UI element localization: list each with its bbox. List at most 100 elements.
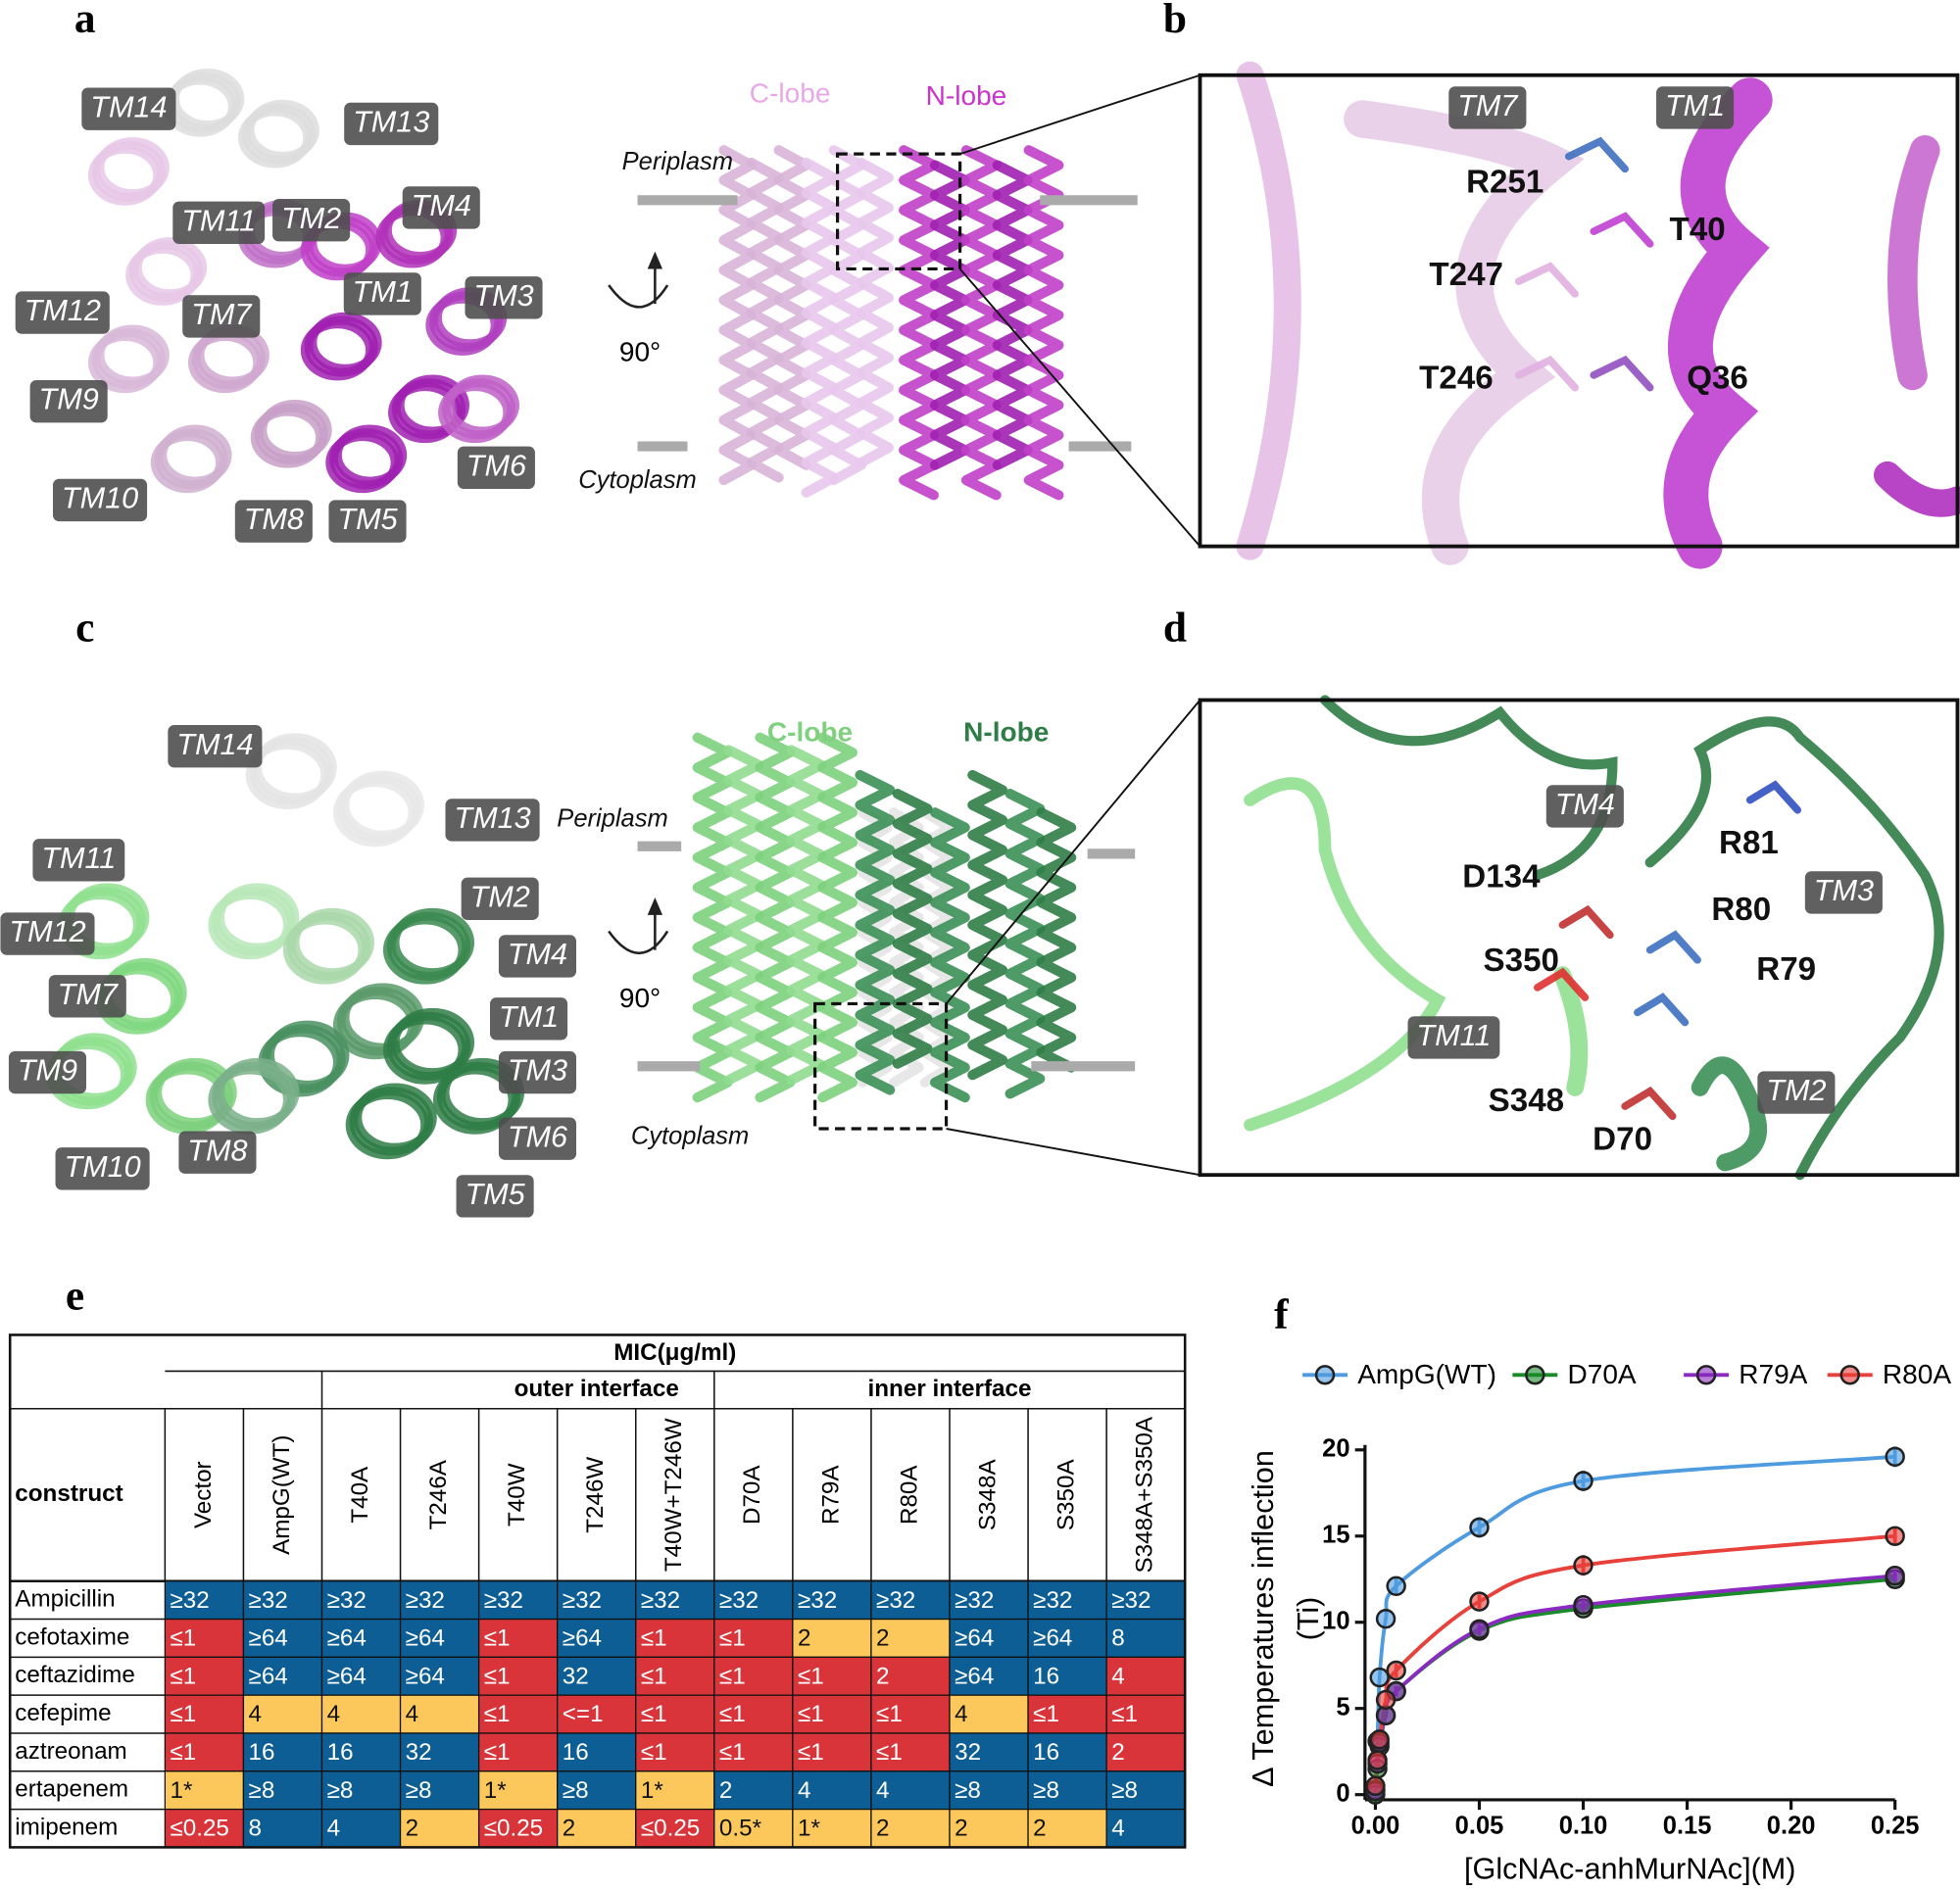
cell-value: ≤1 xyxy=(641,1701,667,1727)
cell-value: ≤1 xyxy=(798,1701,824,1727)
cell-value: 4 xyxy=(955,1701,967,1727)
data-point xyxy=(1367,1750,1388,1770)
tm-box xyxy=(182,295,261,338)
helix xyxy=(960,145,1002,501)
cell-value: ≤1 xyxy=(641,1739,667,1766)
table-cell xyxy=(635,1808,715,1849)
helix xyxy=(967,769,1008,1081)
zoom-line xyxy=(946,1128,1200,1177)
table-cell xyxy=(792,1770,872,1811)
tm-label: TM4 xyxy=(508,938,567,971)
ribbon xyxy=(1236,61,1301,560)
cell-value: ≥8 xyxy=(1033,1777,1059,1804)
row-name: ceftazidime xyxy=(15,1662,135,1688)
zoom-line xyxy=(958,267,1201,548)
cell-value: 4 xyxy=(798,1777,810,1804)
helix-end xyxy=(132,237,208,299)
cell-value: ≥32 xyxy=(170,1587,209,1614)
legend-label: R79A xyxy=(1739,1359,1807,1389)
table-frame xyxy=(8,1333,1187,1849)
cell-value: 4 xyxy=(1111,1816,1124,1842)
helix xyxy=(992,160,1033,470)
cell-value: 2 xyxy=(563,1816,575,1842)
column-header: T246W xyxy=(582,1457,609,1533)
column-header: T40A xyxy=(347,1466,373,1524)
tm-box xyxy=(457,446,535,489)
cell-value: 16 xyxy=(327,1739,354,1766)
helix-end xyxy=(258,399,332,460)
cell-value: ≤1 xyxy=(170,1701,196,1727)
panel-letter: f xyxy=(1274,1291,1289,1338)
data-point xyxy=(1375,1609,1396,1629)
table-cell xyxy=(635,1618,715,1658)
tm-label: TM7 xyxy=(1457,89,1518,122)
residue-label: D134 xyxy=(1462,859,1541,896)
helix xyxy=(929,160,970,470)
cell-value: ≥64 xyxy=(249,1625,288,1652)
tm-box xyxy=(402,186,480,229)
tm-label: TM8 xyxy=(187,1134,247,1167)
tm-box xyxy=(81,87,176,130)
residue-label: R79 xyxy=(1756,951,1816,988)
legend-label: AmpG(WT) xyxy=(1357,1359,1496,1389)
tm-label: TM10 xyxy=(64,1150,140,1184)
tm-label: TM13 xyxy=(353,106,429,139)
x-tick-label: 0.25 xyxy=(1871,1813,1920,1840)
helix xyxy=(773,145,811,470)
cell-value: 2 xyxy=(719,1777,732,1804)
cell-value: ≥64 xyxy=(327,1663,367,1689)
helix-end xyxy=(340,770,425,840)
rotation-label: 90° xyxy=(619,983,661,1013)
cell-value: 2 xyxy=(876,1625,889,1652)
cell-value: <=1 xyxy=(563,1701,604,1727)
ribbon xyxy=(1590,355,1654,392)
tm-box xyxy=(234,500,313,543)
legend-label: D70A xyxy=(1567,1359,1636,1389)
tm-box xyxy=(1804,871,1883,914)
row-name: cefepime xyxy=(15,1700,111,1726)
legend-marker xyxy=(1695,1365,1717,1385)
y-tick-label: 20 xyxy=(1322,1435,1349,1463)
helix xyxy=(786,745,827,1086)
tm-label: TM2 xyxy=(1766,1074,1826,1107)
helix-end xyxy=(390,1007,475,1078)
cell-value: 1* xyxy=(170,1777,192,1804)
y-tick-label: 15 xyxy=(1322,1522,1349,1549)
table-cell xyxy=(713,1808,794,1849)
data-point xyxy=(1885,1566,1905,1586)
table-cell xyxy=(949,1732,1029,1772)
tm-box xyxy=(55,1147,150,1190)
tm-box xyxy=(15,291,110,334)
cell-value: ≥32 xyxy=(563,1587,602,1614)
data-point xyxy=(1386,1660,1406,1681)
cell-value: 1* xyxy=(484,1777,507,1804)
helix-end xyxy=(290,907,375,978)
helix-end xyxy=(445,374,519,436)
ribbon xyxy=(1645,930,1701,964)
data-point xyxy=(1369,1667,1390,1688)
tm-label: TM3 xyxy=(1814,874,1874,907)
table-cell xyxy=(557,1618,637,1658)
rotation-label: 90° xyxy=(619,337,661,367)
column-header: S348A xyxy=(974,1459,1001,1531)
data-point xyxy=(1573,1594,1593,1616)
y-tick-label: 0 xyxy=(1336,1779,1349,1807)
panel-letter: d xyxy=(1163,604,1187,651)
legend-marker xyxy=(1525,1365,1545,1385)
cell-value: 16 xyxy=(1033,1739,1059,1766)
cell-value: ≤1 xyxy=(170,1663,196,1689)
helix-end xyxy=(390,907,475,978)
zoom-panel xyxy=(1198,698,1960,1178)
residue-label: D70 xyxy=(1592,1122,1652,1158)
cell-value: ≥32 xyxy=(484,1587,523,1614)
ribbon xyxy=(1873,460,1960,517)
column-header: T246A xyxy=(425,1459,452,1529)
column-header: R79A xyxy=(817,1465,844,1525)
cell-value: 4 xyxy=(876,1777,889,1804)
table-cell xyxy=(1027,1580,1107,1621)
table-cell xyxy=(557,1580,637,1621)
column-header: T40W xyxy=(504,1463,530,1527)
column-header: Vector xyxy=(190,1461,217,1528)
cell-value: ≥32 xyxy=(249,1587,288,1614)
table-cell xyxy=(557,1732,637,1772)
